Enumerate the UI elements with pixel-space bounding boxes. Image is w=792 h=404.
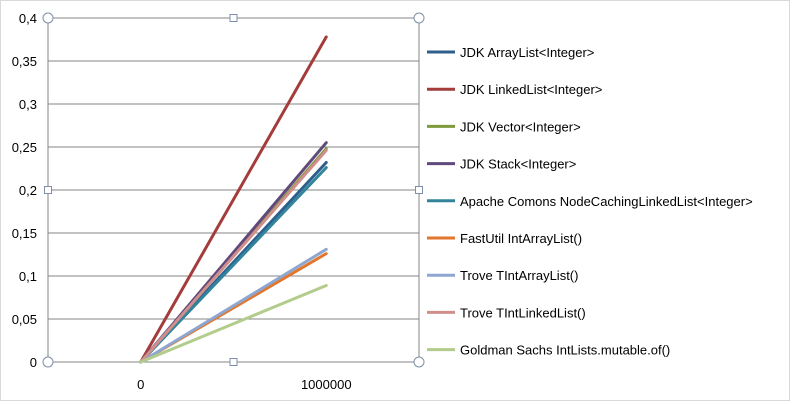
legend-entry-label: Trove TIntArrayList() [460, 268, 578, 283]
y-tick-label: 0,1 [19, 269, 37, 284]
gridlines [47, 17, 420, 363]
y-tick-label: 0,3 [19, 97, 37, 112]
legend: JDK ArrayList<Integer> JDK LinkedList<Int… [427, 45, 753, 358]
series-line-9 [139, 283, 328, 364]
x-tick-label: 1000000 [301, 377, 352, 392]
selection-handles[interactable] [42, 12, 425, 368]
legend-entry-label: Apache Comons NodeCachingLinkedList<Inte… [460, 194, 753, 209]
legend-entry-label: Goldman Sachs IntLists.mutable.of() [460, 343, 670, 358]
series-line-7 [139, 247, 328, 364]
corner-resize-handle[interactable] [42, 12, 54, 24]
y-tick-label: 0,15 [12, 226, 37, 241]
corner-resize-handle[interactable] [413, 356, 425, 368]
y-tick-label: 0,4 [19, 11, 37, 26]
edge-resize-handle[interactable] [229, 14, 238, 22]
y-tick-label: 0 [30, 355, 37, 370]
corner-resize-handle[interactable] [42, 356, 54, 368]
legend-entry-label: FastUtil IntArrayList() [460, 231, 582, 246]
x-axis-tick-labels: 0 1000000 [137, 377, 351, 392]
series-line-5 [139, 166, 328, 364]
x-tick-label: 0 [137, 377, 144, 392]
y-tick-label: 0,25 [12, 140, 37, 155]
y-tick-label: 0,35 [12, 54, 37, 69]
y-tick-label: 0,05 [12, 312, 37, 327]
legend-entry-label: Trove TIntLinkedList() [460, 305, 586, 320]
series-line-2 [139, 35, 328, 364]
y-axis-tick-labels: 0 0,05 0,1 0,15 0,2 0,25 0,3 0,35 0,4 [12, 11, 37, 370]
legend-entry-label: JDK LinkedList<Integer> [460, 82, 602, 97]
y-tick-label: 0,2 [19, 183, 37, 198]
legend-entry-label: JDK ArrayList<Integer> [460, 45, 594, 60]
edge-resize-handle[interactable] [229, 358, 238, 366]
edge-resize-handle[interactable] [44, 186, 52, 194]
corner-resize-handle[interactable] [413, 12, 425, 24]
legend-entry-label: JDK Stack<Integer> [460, 157, 576, 172]
series-lines [139, 35, 328, 364]
edge-resize-handle[interactable] [415, 186, 423, 194]
series-line-8 [139, 148, 328, 364]
legend-entry-label: JDK Vector<Integer> [460, 119, 581, 134]
